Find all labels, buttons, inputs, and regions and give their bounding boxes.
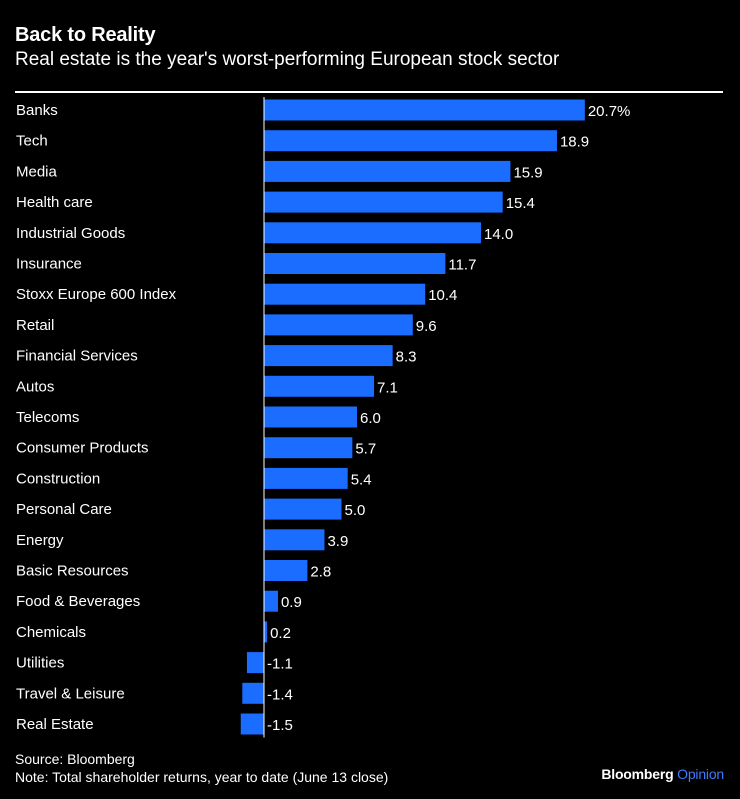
value-label: 0.2: [270, 625, 291, 642]
value-label: 3.9: [327, 533, 348, 550]
bar: [264, 560, 308, 581]
bar: [242, 682, 264, 704]
bar: [264, 345, 393, 367]
category-label: Retail: [16, 317, 54, 334]
value-label: 8.3: [396, 349, 417, 366]
bar: [264, 283, 426, 305]
title-divider: [15, 91, 723, 93]
category-label: Utilities: [16, 655, 64, 672]
value-label: -1.5: [267, 717, 293, 734]
bar: [264, 467, 348, 489]
category-label: Chemicals: [16, 624, 86, 641]
brand-suffix: Opinion: [677, 766, 724, 782]
bar: [264, 375, 375, 397]
bar: [264, 314, 413, 336]
category-label: Industrial Goods: [16, 225, 125, 242]
category-label: Telecoms: [16, 409, 79, 426]
category-label: Energy: [16, 532, 64, 549]
value-label: 15.4: [506, 195, 535, 212]
bar: [264, 529, 325, 551]
brand-name: Bloomberg: [601, 766, 674, 782]
category-label: Real Estate: [16, 716, 94, 733]
category-label: Banks: [16, 102, 58, 119]
chart-subtitle: Real estate is the year's worst-performi…: [15, 49, 560, 70]
chart-title: Back to Reality: [15, 24, 156, 46]
bar: [264, 621, 268, 643]
value-label: 0.9: [281, 594, 302, 611]
value-label: 20.7%: [588, 103, 631, 120]
category-label: Stoxx Europe 600 Index: [16, 286, 177, 303]
bar: [264, 130, 557, 152]
category-label: Construction: [16, 470, 100, 487]
category-label: Food & Beverages: [16, 593, 140, 610]
category-label: Financial Services: [16, 348, 138, 365]
value-label: 9.6: [416, 318, 437, 335]
bar: [264, 222, 481, 244]
value-label: 6.0: [360, 410, 381, 427]
value-label: 18.9: [560, 134, 589, 151]
value-label: 10.4: [428, 287, 457, 304]
category-label: Autos: [16, 378, 54, 395]
bar: [264, 590, 278, 612]
category-label: Tech: [16, 133, 48, 150]
bar: [264, 99, 585, 121]
bar: [264, 253, 446, 274]
value-label: 5.0: [345, 502, 366, 519]
category-label: Insurance: [16, 256, 82, 273]
value-label: 7.1: [377, 379, 398, 396]
bar: [264, 191, 503, 213]
bar: [264, 498, 342, 520]
category-label: Travel & Leisure: [16, 685, 125, 702]
category-label: Personal Care: [16, 501, 112, 518]
bar: [240, 713, 264, 735]
bar: [264, 160, 511, 182]
brand-logo: Bloomberg Opinion: [601, 766, 724, 782]
bar: [264, 406, 357, 428]
category-label: Media: [16, 163, 58, 180]
value-label: -1.4: [267, 686, 293, 703]
category-label: Health care: [16, 194, 93, 211]
value-label: 14.0: [484, 226, 513, 243]
value-label: 15.9: [513, 164, 542, 181]
category-label: Basic Resources: [16, 563, 129, 580]
value-label: 5.7: [355, 441, 376, 458]
source-note: Source: Bloomberg: [15, 751, 135, 767]
category-label: Consumer Products: [16, 440, 149, 457]
bar: [246, 652, 264, 674]
value-label: 2.8: [310, 564, 331, 581]
value-label: -1.1: [267, 656, 293, 673]
value-label: 11.7: [448, 257, 476, 274]
value-label: 5.4: [351, 471, 372, 488]
bar: [264, 437, 353, 459]
footnote: Note: Total shareholder returns, year to…: [15, 769, 389, 785]
bar-chart: Banks 20.7% Tech 18.9 Media 15.9 Health care 15…: [16, 97, 631, 738]
